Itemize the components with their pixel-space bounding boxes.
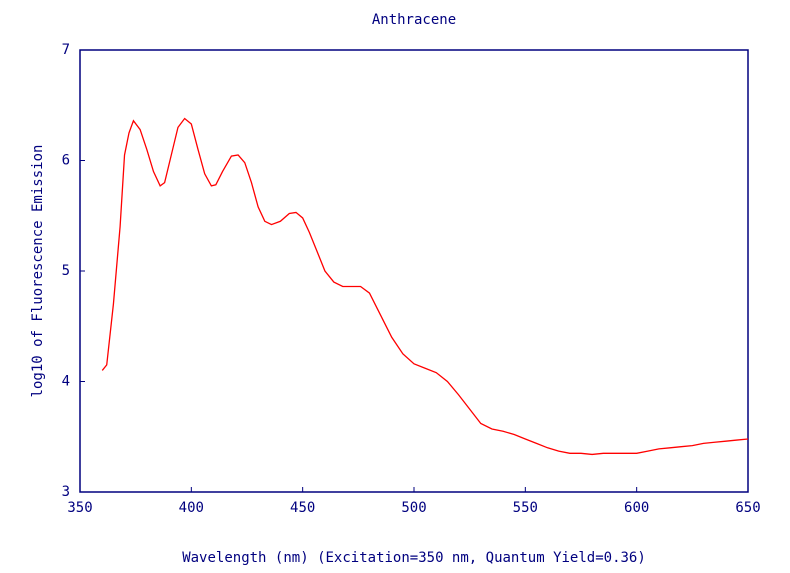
y-tick-label: 4 bbox=[62, 374, 70, 390]
x-tick-label: 500 bbox=[401, 500, 426, 516]
y-tick-label: 5 bbox=[62, 263, 70, 279]
y-tick-label: 7 bbox=[62, 42, 70, 58]
x-axis-label: Wavelength (nm) (Excitation=350 nm, Quan… bbox=[182, 550, 646, 566]
y-tick-label: 6 bbox=[62, 153, 70, 169]
chart-title: Anthracene bbox=[372, 12, 456, 28]
x-tick-label: 400 bbox=[179, 500, 204, 516]
x-tick-label: 550 bbox=[513, 500, 538, 516]
x-tick-label: 600 bbox=[624, 500, 649, 516]
x-tick-label: 650 bbox=[735, 500, 760, 516]
x-tick-label: 350 bbox=[67, 500, 92, 516]
plot-frame bbox=[79, 49, 749, 493]
y-axis-label: log10 of Fluorescence Emission bbox=[30, 145, 46, 398]
x-tick-label: 450 bbox=[290, 500, 315, 516]
y-tick-label: 3 bbox=[62, 484, 70, 500]
data-line bbox=[101, 117, 749, 456]
